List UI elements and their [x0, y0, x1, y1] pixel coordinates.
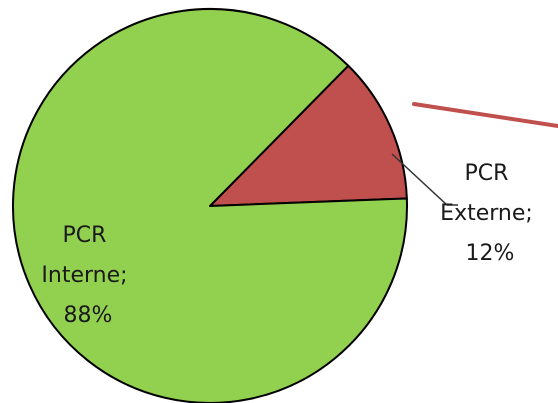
interne-label: PCR Interne; 88% — [41, 223, 134, 328]
externe-label: PCR Externe; 12% — [440, 161, 540, 266]
interne-label-line-2: Interne; — [41, 263, 127, 288]
pie-slices — [11, 8, 408, 403]
interne-label-line-1: PCR — [63, 223, 107, 248]
pie-slice-pcr-externe — [209, 64, 408, 207]
red-connector-line — [412, 102, 558, 128]
externe-label-line-1: PCR — [465, 161, 509, 186]
pie-slice-pcr-interne — [11, 8, 408, 403]
externe-label-line-2: Externe; — [440, 201, 533, 226]
externe-label-line-3: 12% — [466, 241, 515, 266]
interne-label-line-3: 88% — [64, 303, 113, 328]
externe-leader-line — [391, 153, 458, 206]
